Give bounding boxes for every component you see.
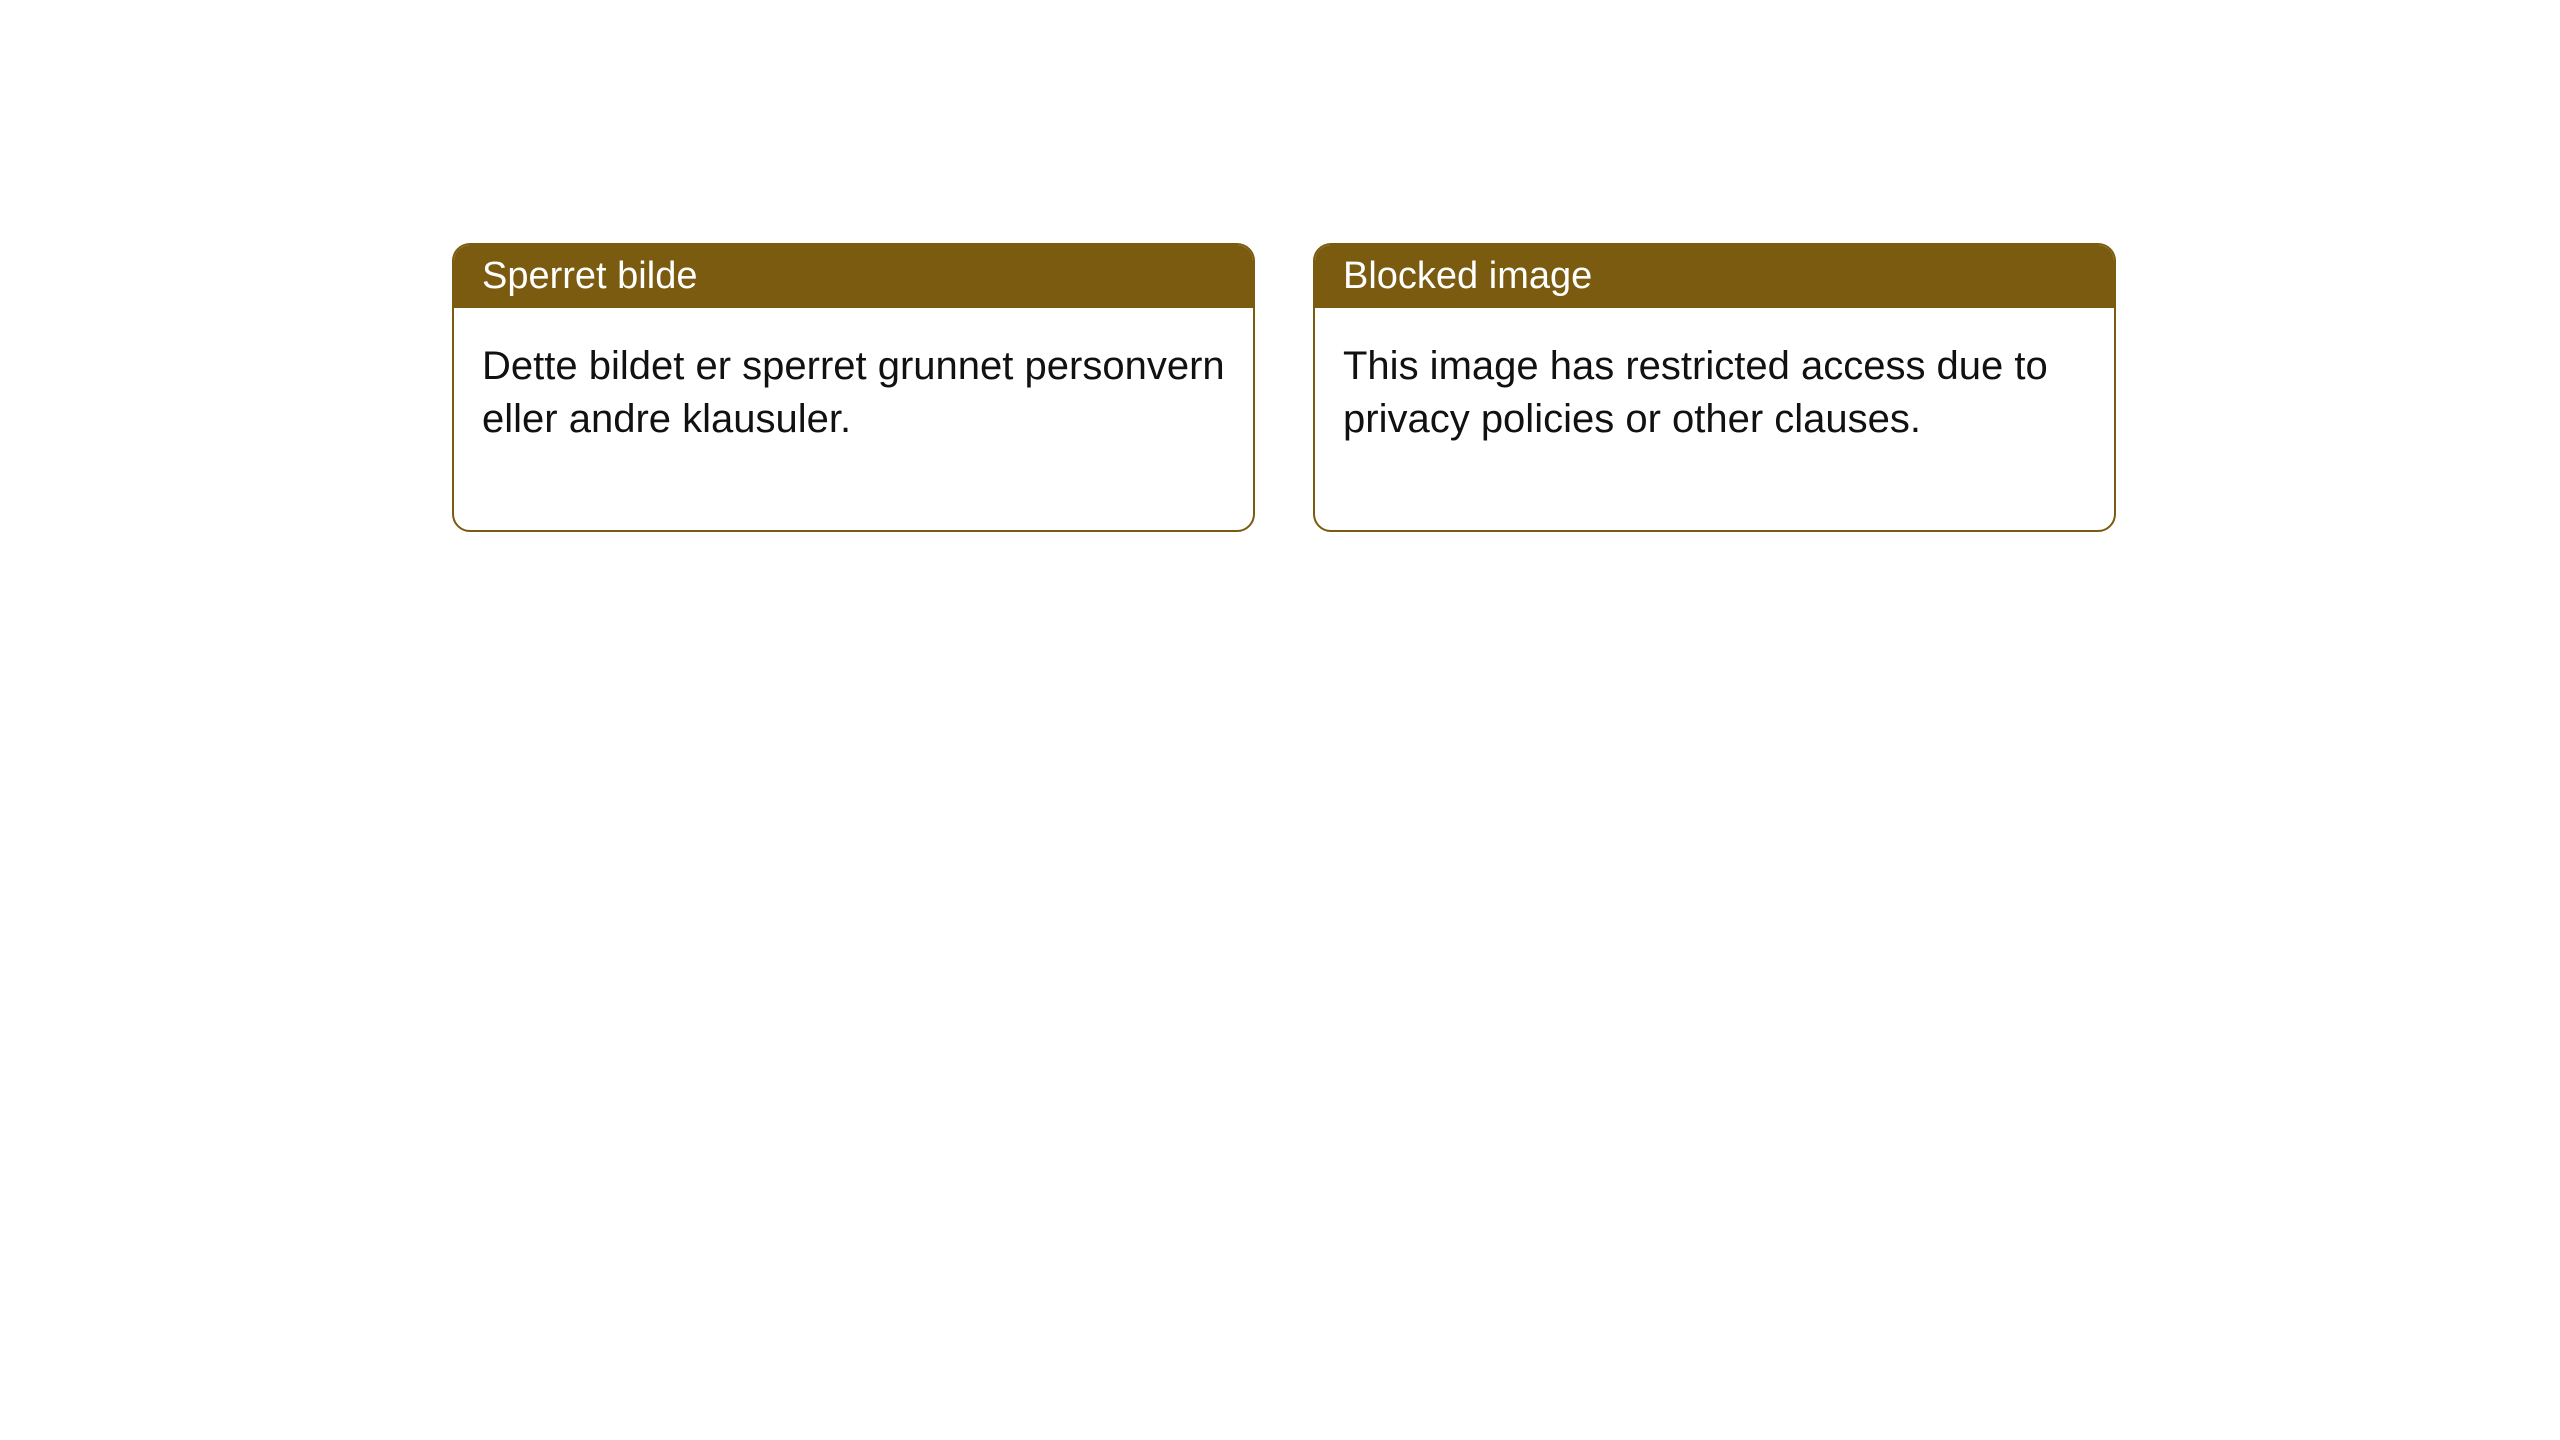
notice-card-no: Sperret bilde Dette bildet er sperret gr… (452, 243, 1255, 532)
notice-body-en: This image has restricted access due to … (1315, 308, 2114, 530)
notice-body-no: Dette bildet er sperret grunnet personve… (454, 308, 1253, 530)
notice-container: Sperret bilde Dette bildet er sperret gr… (452, 243, 2116, 532)
notice-title-en: Blocked image (1315, 245, 2114, 308)
notice-card-en: Blocked image This image has restricted … (1313, 243, 2116, 532)
notice-title-no: Sperret bilde (454, 245, 1253, 308)
